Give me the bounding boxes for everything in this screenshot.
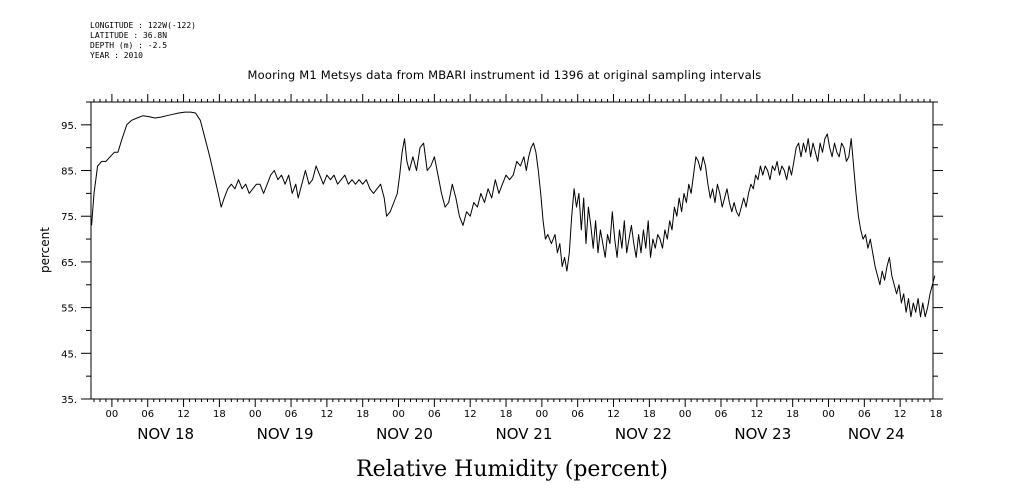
x-tick-label: 06 (428, 409, 441, 420)
x-tick-label: 06 (141, 409, 154, 420)
x-tick-label: 00 (106, 409, 119, 420)
x-tick-label: 00 (392, 409, 405, 420)
x-tick-label: 00 (249, 409, 262, 420)
y-tick-label: 75. (61, 212, 77, 223)
x-tick-label: 06 (858, 409, 871, 420)
day-label: NOV 18 (137, 425, 194, 443)
x-tick-label: 18 (643, 409, 656, 420)
x-tick-label: 18 (786, 409, 799, 420)
meta-longitude: LONGITUDE : 122W(-122) (90, 21, 196, 30)
x-tick-label: 12 (750, 409, 763, 420)
y-tick-label: 55. (61, 304, 77, 315)
meta-latitude: LATITUDE : 36.8N (90, 31, 168, 40)
x-tick-label: 12 (607, 409, 620, 420)
x-tick-label: 18 (356, 409, 369, 420)
x-tick-label: 00 (822, 409, 835, 420)
y-tick-label: 65. (61, 258, 77, 269)
chart-title: Mooring M1 Metsys data from MBARI instru… (247, 68, 762, 82)
humidity-series-line (91, 111, 936, 318)
x-tick-label: 18 (500, 409, 513, 420)
x-tick-label: 00 (535, 409, 548, 420)
y-axis-title: percent (38, 227, 52, 273)
x-tick-label: 18 (213, 409, 226, 420)
x-tick-label: 00 (679, 409, 692, 420)
y-axis-ticks: 35. 45. 55. 65. 75. 85. 95. (61, 101, 943, 406)
day-label: NOV 19 (257, 425, 314, 443)
day-label: NOV 20 (376, 425, 433, 443)
x-tick-label: 18 (930, 409, 943, 420)
day-label: NOV 22 (615, 425, 672, 443)
series-group (91, 111, 936, 318)
day-labels: NOV 18 NOV 19 NOV 20 NOV 21 NOV 22 NOV 23 NOV … (137, 425, 905, 443)
y-tick-label: 85. (61, 167, 77, 178)
day-label: NOV 23 (734, 425, 791, 443)
x-axis-title: Relative Humidity (percent) (356, 457, 668, 482)
metadata-block: LONGITUDE : 122W(-122) LATITUDE : 36.8N … (90, 21, 196, 61)
x-tick-label: 06 (715, 409, 728, 420)
x-tick-label: 12 (321, 409, 334, 420)
meta-depth: DEPTH (m) : -2.5 (90, 41, 168, 50)
x-tick-label: 12 (894, 409, 907, 420)
x-axis-ticks: 00 06 12 18 00 06 12 18 00 06 12 18 00 06 12 18 00 06 12 18… (93, 94, 943, 420)
x-tick-label: 12 (464, 409, 477, 420)
y-tick-label: 45. (61, 349, 77, 360)
x-tick-label: 06 (571, 409, 584, 420)
x-tick-label: 12 (177, 409, 190, 420)
x-tick-label: 06 (285, 409, 298, 420)
day-label: NOV 21 (495, 425, 552, 443)
day-label: NOV 24 (848, 425, 905, 443)
y-tick-label: 95. (61, 121, 77, 132)
meta-year: YEAR : 2010 (90, 51, 143, 60)
y-tick-label: 35. (61, 395, 77, 406)
